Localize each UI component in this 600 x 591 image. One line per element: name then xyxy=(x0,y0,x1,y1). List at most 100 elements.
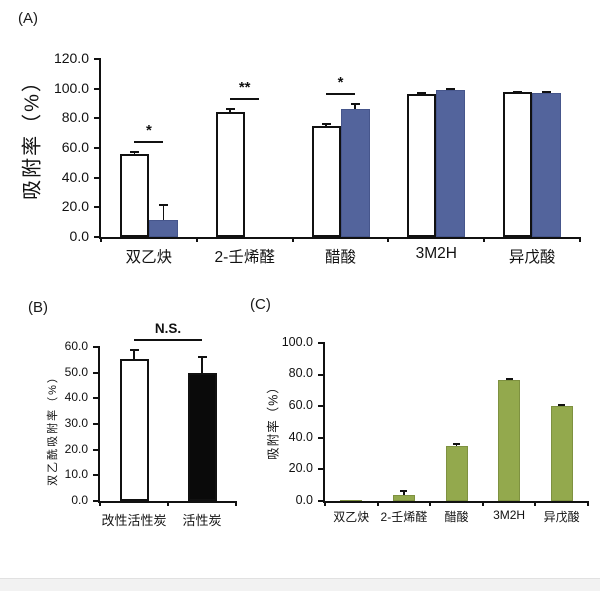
y-axis-tick xyxy=(94,117,101,120)
y-axis-tick-label: 20.0 xyxy=(288,461,313,476)
bar xyxy=(392,494,415,501)
x-category-label: 异戊酸 xyxy=(508,249,556,266)
y-axis-tick-label: 60.0 xyxy=(64,339,88,354)
y-axis-tick xyxy=(318,373,325,376)
error-bar-cap xyxy=(129,151,139,154)
x-axis-tick xyxy=(387,237,390,242)
y-axis-tick xyxy=(94,147,101,149)
error-bar-cap xyxy=(542,90,552,93)
significance-label: * xyxy=(145,122,152,140)
y-axis-tick-label: 40.0 xyxy=(64,390,88,405)
error-bar-cap xyxy=(558,404,566,407)
significance-label: * xyxy=(337,73,344,91)
y-axis-title: 吸附率（%） xyxy=(266,380,281,460)
significance-label: ** xyxy=(238,79,251,97)
y-axis-line xyxy=(98,347,100,503)
x-category-label: 2-壬烯醛 xyxy=(380,510,428,524)
x-axis-line xyxy=(98,501,236,503)
y-axis-tick-label: 0.0 xyxy=(295,492,313,507)
error-bar-cap xyxy=(197,356,207,359)
x-axis-tick xyxy=(167,501,169,506)
x-category-label: 异戊酸 xyxy=(543,510,580,524)
bar xyxy=(119,153,149,237)
y-axis-tick-label: 50.0 xyxy=(64,364,88,379)
y-axis-tick-label: 40.0 xyxy=(288,429,313,444)
error-bar-cap xyxy=(400,490,408,493)
x-axis-tick xyxy=(291,237,294,242)
y-axis-tick-label: 100.0 xyxy=(281,334,313,349)
y-axis-tick xyxy=(318,500,325,502)
y-axis-tick-label: 40.0 xyxy=(61,168,89,185)
bar xyxy=(407,93,437,237)
error-bar-stem xyxy=(354,103,356,110)
x-category-label: 活性炭 xyxy=(182,513,222,528)
y-axis-line xyxy=(99,59,101,239)
y-axis-tick-label: 20.0 xyxy=(64,441,88,456)
x-category-label: 3M2H xyxy=(493,508,526,522)
error-bar-cap xyxy=(453,443,460,446)
panel-b-label: (B) xyxy=(28,299,48,316)
y-axis-tick xyxy=(318,436,325,439)
y-axis-tick-label: 30.0 xyxy=(64,416,88,431)
error-bar-stem xyxy=(229,109,231,113)
y-axis-tick xyxy=(94,87,101,90)
bar xyxy=(119,358,149,501)
y-axis-tick-label: 80.0 xyxy=(288,366,313,381)
x-axis-tick xyxy=(481,501,484,506)
bar xyxy=(436,90,466,237)
bar xyxy=(340,109,370,237)
x-category-label: 醋酸 xyxy=(324,249,357,266)
x-axis-tick xyxy=(579,237,581,242)
y-axis-tick-label: 120.0 xyxy=(53,49,89,66)
x-category-label: 2-壬烯醛 xyxy=(214,249,275,266)
y-axis-tick xyxy=(318,468,325,471)
y-axis-tick-label: 100.0 xyxy=(53,79,89,96)
error-bar-stem xyxy=(403,491,405,495)
x-axis-line xyxy=(99,237,580,239)
y-axis-line xyxy=(323,343,325,503)
bar xyxy=(445,445,468,501)
x-axis-tick xyxy=(587,501,589,506)
significance-line xyxy=(134,141,164,144)
y-axis-tick xyxy=(94,58,101,60)
x-category-label: 双乙炔 xyxy=(333,510,370,524)
x-axis-tick xyxy=(195,237,198,242)
y-axis-tick xyxy=(93,448,100,451)
bar xyxy=(148,219,178,237)
y-axis-tick-label: 60.0 xyxy=(288,397,313,412)
y-axis-tick xyxy=(93,423,100,425)
error-bar-cap xyxy=(129,348,139,351)
error-bar-cap xyxy=(417,92,427,95)
y-axis-tick xyxy=(318,342,325,344)
x-axis-tick xyxy=(429,501,432,506)
y-axis-tick xyxy=(93,397,100,400)
y-axis-tick xyxy=(93,346,100,348)
bar xyxy=(498,380,521,501)
significance-line xyxy=(230,98,260,101)
x-axis-tick xyxy=(235,501,237,506)
x-category-label: 醋酸 xyxy=(444,510,469,524)
error-bar-cap xyxy=(513,90,523,93)
y-axis-tick xyxy=(93,371,100,374)
error-bar-cap xyxy=(505,378,513,381)
error-bar-cap xyxy=(350,102,360,105)
x-category-label: 双乙炔 xyxy=(125,249,173,266)
x-category-label: 改性活性炭 xyxy=(101,513,167,528)
error-bar-cap xyxy=(158,204,168,207)
x-axis-tick xyxy=(376,501,379,506)
bar xyxy=(311,125,341,237)
x-axis-tick xyxy=(100,237,102,242)
footer-divider xyxy=(0,578,600,591)
y-axis-tick xyxy=(93,500,100,502)
bar xyxy=(532,93,562,237)
y-axis-tick-label: 20.0 xyxy=(61,198,89,215)
y-axis-tick-label: 80.0 xyxy=(61,109,89,126)
y-axis-tick xyxy=(94,176,101,179)
significance-line xyxy=(134,338,202,341)
bar xyxy=(550,406,573,501)
bar xyxy=(503,92,533,237)
